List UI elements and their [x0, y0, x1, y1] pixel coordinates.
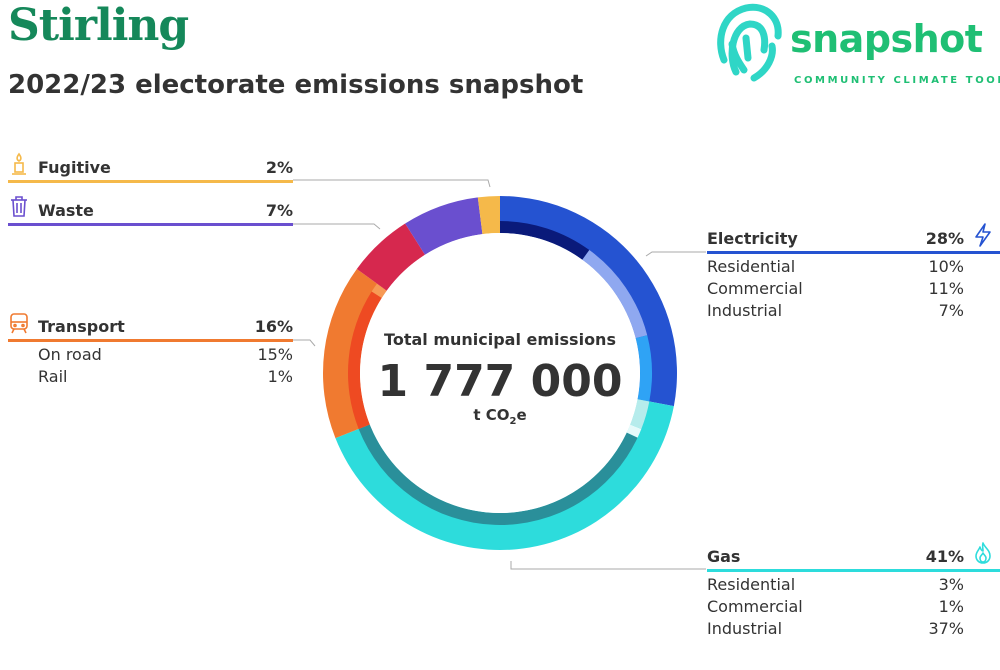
donut-subslice-gas-commercial	[626, 424, 642, 438]
legend-gas-row: Industrial 37%	[707, 619, 964, 638]
legend-gas-rule	[707, 569, 1000, 572]
logo-tagline: COMMUNITY CLIMATE TOOL	[794, 75, 1000, 86]
lightning-icon	[975, 223, 991, 247]
legend-fugitive-pct: 2%	[265, 158, 293, 177]
legend-electricity: Electricity 28% Residential 10% Commercia…	[707, 223, 1000, 320]
gas-flare-icon	[12, 152, 26, 175]
legend-gas-pct: 41%	[925, 547, 964, 566]
legend-transport: Transport 16% On road 15% Rail 1%	[8, 313, 293, 386]
train-icon	[10, 313, 28, 334]
donut-slice-electricity	[500, 196, 677, 407]
leader-waste	[293, 223, 381, 230]
flame-icon	[975, 542, 991, 564]
legend-transport-row: Rail 1%	[38, 367, 293, 386]
snapshot-logo: snapshot COMMUNITY CLIMATE TOOL	[710, 0, 1000, 90]
leader-gas	[510, 561, 706, 570]
donut-subslice-electricity-commercial	[582, 250, 648, 339]
donut-slice-fugitive	[477, 196, 500, 235]
fingerprint-logo-icon	[717, 3, 782, 82]
bin-icon	[11, 196, 27, 217]
legend-waste-name: Waste	[38, 201, 94, 220]
donut-subslice-gas-industrial	[358, 424, 638, 525]
total-unit: t CO2e	[473, 406, 527, 427]
legend-waste: Waste 7%	[8, 196, 293, 226]
legend-transport-pct: 16%	[254, 317, 293, 336]
legend-transport-row: On road 15%	[38, 345, 293, 364]
legend-transport-rule	[8, 339, 293, 342]
legend-gas-row: Commercial 1%	[707, 597, 964, 616]
donut-subslice-gas-residential	[630, 399, 650, 429]
legend-gas-name: Gas	[707, 547, 741, 566]
page-subtitle: 2022/23 electorate emissions snapshot	[8, 70, 584, 100]
legend-gas-row: Residential 3%	[707, 575, 964, 594]
donut-subslice-transport-on-road	[348, 291, 382, 429]
leader-transport	[293, 339, 316, 347]
page-title: Stirling	[8, 0, 189, 51]
leader-fugitive	[293, 179, 491, 188]
legend-fugitive-name: Fugitive	[38, 158, 111, 177]
total-label: Total municipal emissions	[384, 330, 616, 349]
legend-electricity-rule	[707, 251, 1000, 254]
logo-wordmark: snapshot	[790, 17, 983, 61]
legend-waste-rule	[8, 223, 293, 226]
donut-slice-gas	[335, 399, 674, 551]
donut-subslice-transport-rail	[371, 283, 387, 298]
legend-electricity-row: Industrial 7%	[707, 301, 964, 320]
total-value: 1 777 000	[377, 356, 623, 407]
leader-electricity	[645, 251, 706, 257]
legend-fugitive: Fugitive 2%	[8, 152, 293, 183]
donut-subslice-electricity-residential	[500, 221, 590, 260]
legend-electricity-row: Residential 10%	[707, 257, 964, 276]
donut-slice-other	[356, 223, 425, 291]
legend-electricity-pct: 28%	[925, 229, 964, 248]
legend-electricity-row: Commercial 11%	[707, 279, 964, 298]
legend-transport-name: Transport	[38, 317, 125, 336]
donut-hole	[360, 233, 640, 513]
donut-slice-waste	[405, 197, 483, 255]
legend-gas: Gas 41% Residential 3% Commercial 1% Indus…	[707, 542, 1000, 638]
donut-subslice-electricity-industrial	[635, 335, 652, 402]
legend-fugitive-rule	[8, 180, 293, 183]
legend-waste-pct: 7%	[265, 201, 293, 220]
legend-electricity-name: Electricity	[707, 229, 798, 248]
